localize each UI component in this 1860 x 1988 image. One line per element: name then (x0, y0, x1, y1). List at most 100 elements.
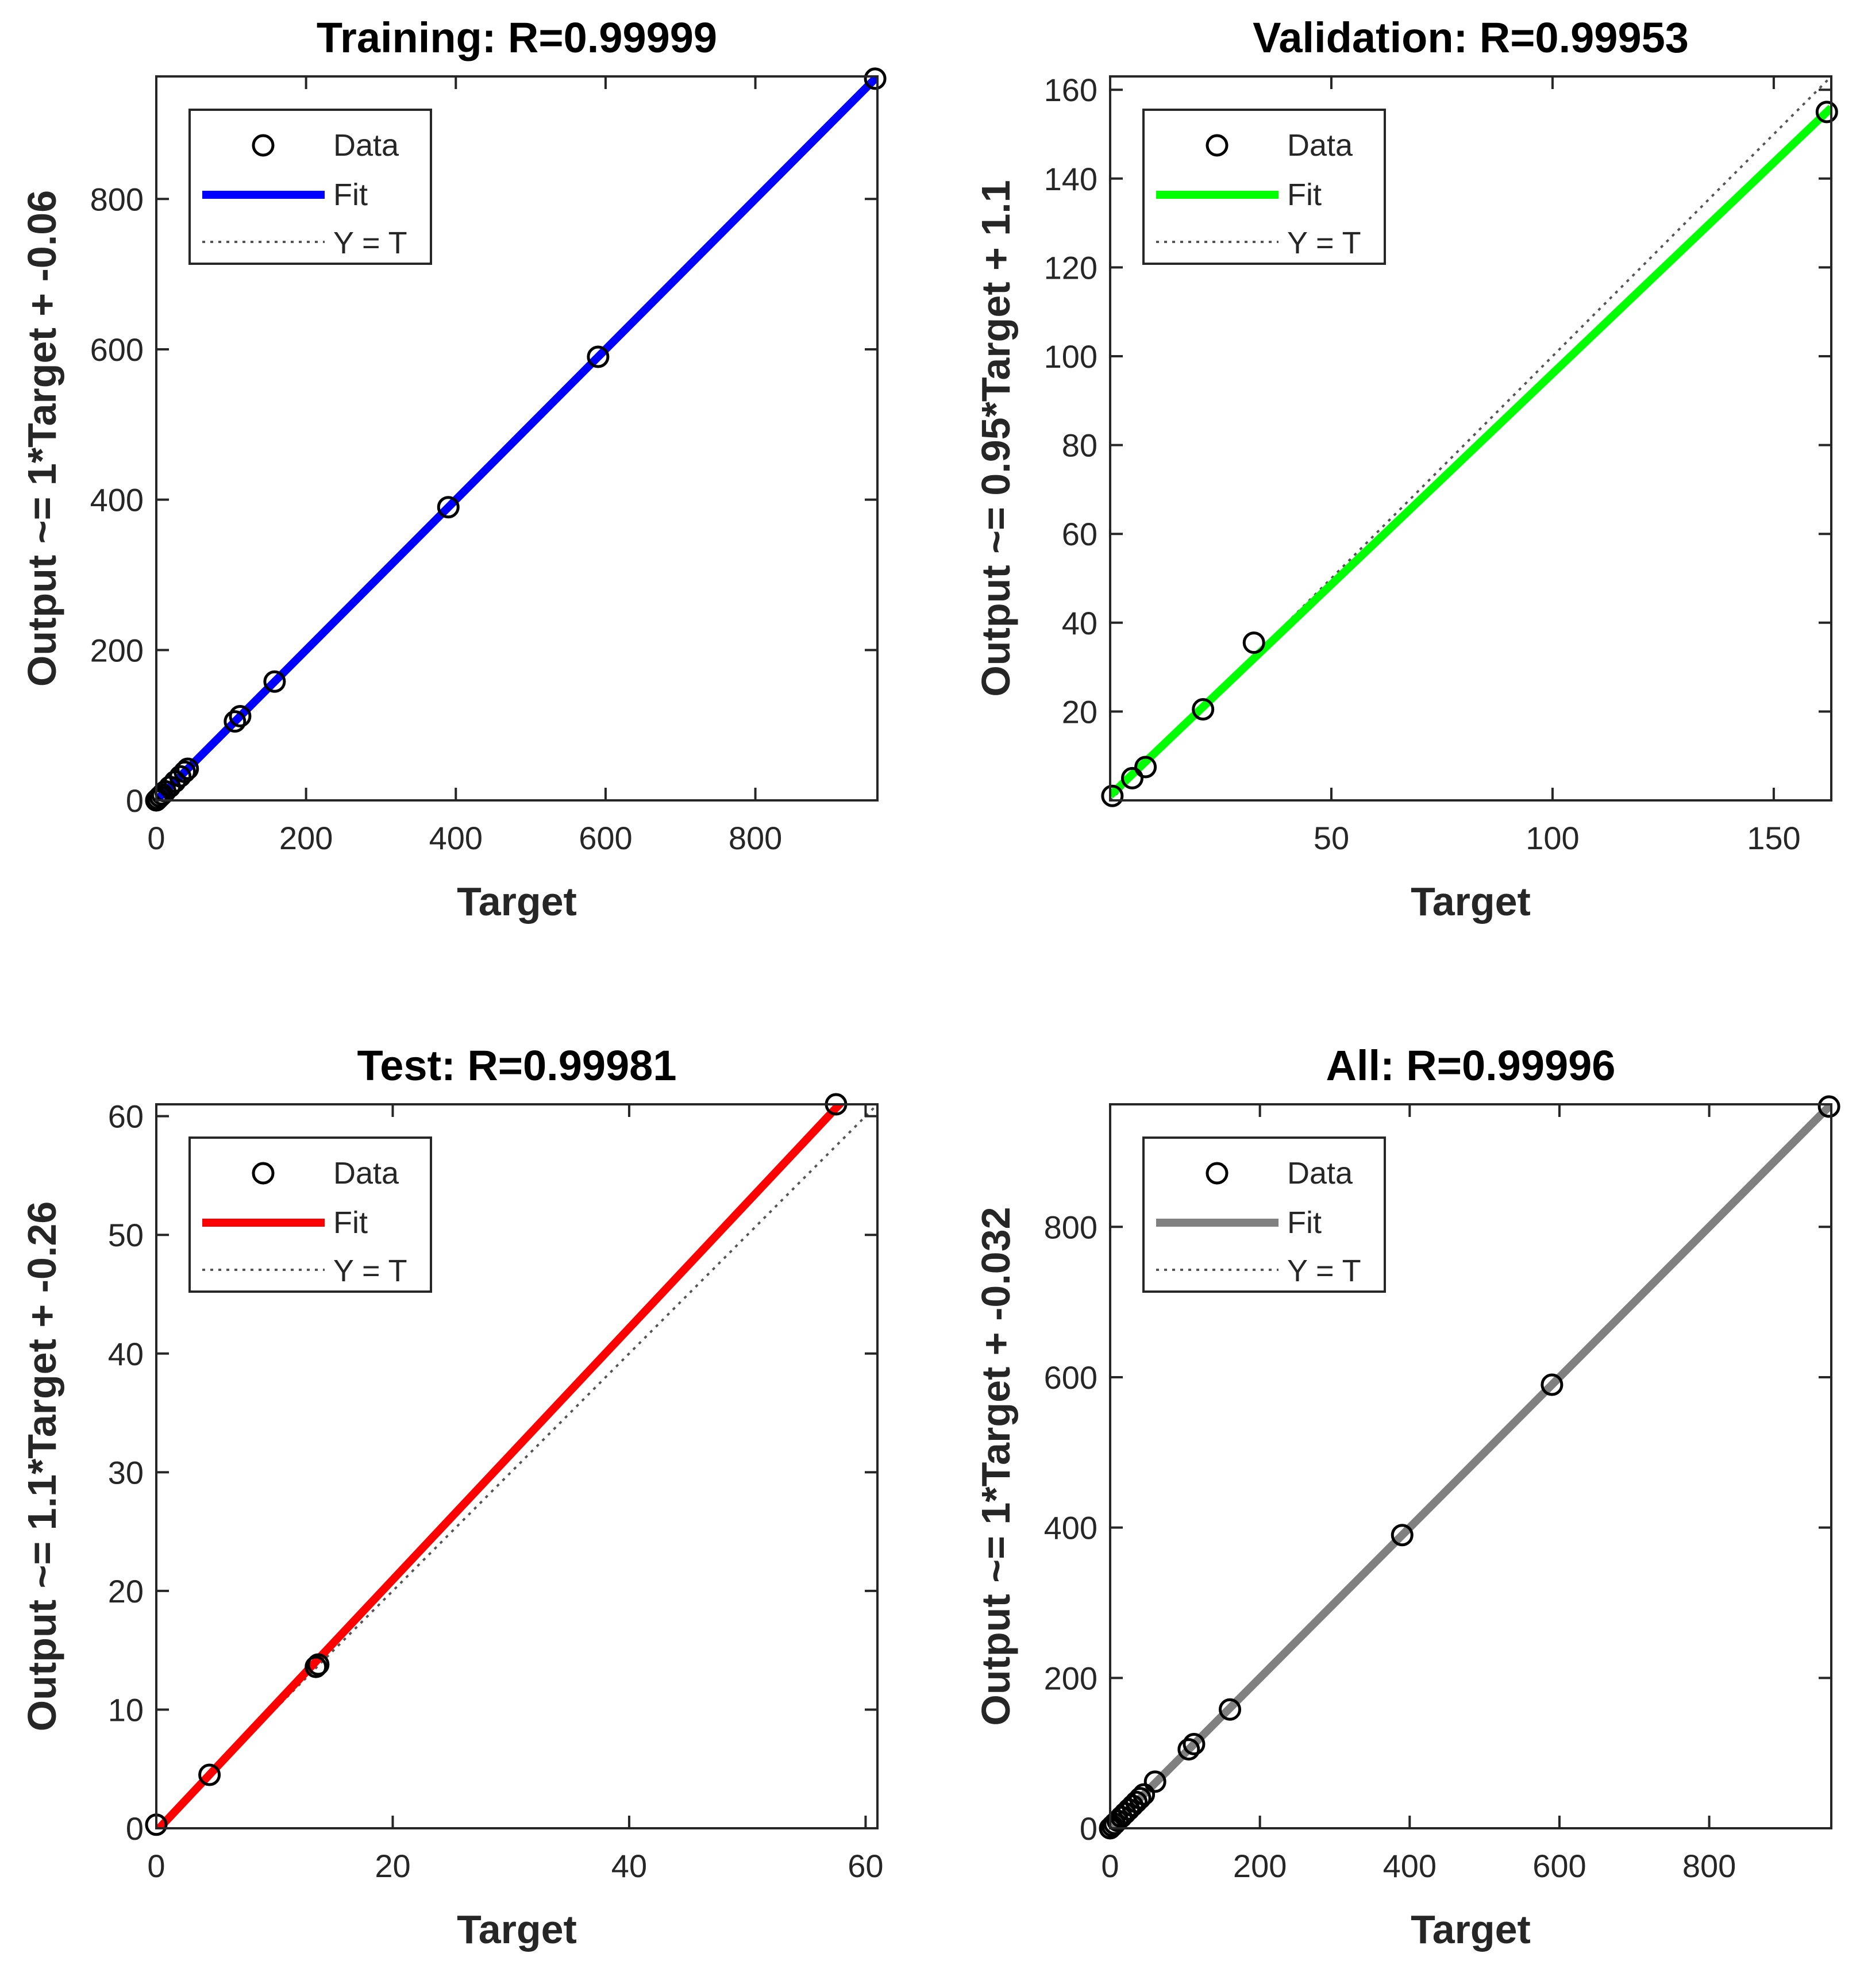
data-point (1192, 698, 1215, 721)
x-tick-label: 800 (729, 820, 782, 856)
data-point (1101, 784, 1124, 807)
y-axis-label: Output ~= 1.1*Target + -0.26 (20, 1201, 64, 1732)
data-point (1183, 1732, 1206, 1755)
axes-box (155, 1103, 879, 1829)
axes-box (1109, 75, 1832, 802)
fit-line (156, 76, 877, 800)
panel-title: Validation: R=0.99953 (1253, 14, 1689, 61)
y-tick-label: 80 (1062, 427, 1097, 464)
x-tick-label: 100 (1526, 820, 1579, 856)
legend: Data Fit Y = T (188, 109, 432, 265)
data-point (224, 710, 247, 733)
data-point (307, 1653, 330, 1676)
axes-box (155, 75, 879, 802)
data-point (147, 787, 170, 810)
legend-label: Data (1287, 1156, 1353, 1191)
data-point (1125, 1790, 1148, 1813)
regression-panel-1: 50 100 150 20 40 60 80 100 120 140 160 Validation: … (973, 14, 1838, 924)
legend-label: Fit (333, 1205, 368, 1240)
y-tick-label: 0 (126, 1810, 144, 1847)
data-point (169, 765, 192, 788)
legend-box (1142, 109, 1386, 265)
data-point (1219, 1698, 1242, 1721)
panel-title: Test: R=0.99981 (357, 1042, 676, 1089)
y-tick-label: 20 (1062, 694, 1097, 730)
legend-box (1142, 1136, 1386, 1293)
legend-label: Y = T (1287, 1254, 1361, 1288)
legend-label: Fit (1287, 1205, 1322, 1240)
legend-label: Data (333, 1156, 399, 1191)
data-point (1134, 756, 1157, 779)
data-point (1118, 1798, 1141, 1821)
regression-panel-0: 0 200 400 600 800 0 200 400 600 800 Training: R=0.… (20, 14, 887, 924)
y-tick-label: 120 (1044, 249, 1097, 286)
x-tick-label: 200 (1233, 1848, 1287, 1884)
y-tick-label: 600 (1044, 1359, 1097, 1396)
x-tick-label: 40 (611, 1848, 647, 1884)
plot-content (1110, 76, 1831, 800)
x-axis-label: Target (1411, 879, 1531, 924)
y-tick-label: 0 (1080, 1810, 1097, 1847)
x-tick-label: 400 (429, 820, 483, 856)
data-point (864, 67, 887, 90)
x-tick-label: 50 (1314, 820, 1349, 856)
y-tick-label: 50 (108, 1217, 144, 1253)
plot-content (156, 76, 877, 800)
x-tick-label: 0 (1101, 1848, 1119, 1884)
legend: Data Fit Y = T (1142, 1136, 1386, 1293)
y-tick-label: 60 (108, 1099, 144, 1135)
data-point (1242, 631, 1265, 654)
data-point (1133, 1783, 1156, 1806)
y-tick-label: 400 (1044, 1510, 1097, 1546)
regression-panel-2: 0 20 40 60 0 10 20 30 40 50 60 Test: R=0.99981 Targe… (20, 1042, 884, 1952)
y-axis-label: Output ~= 1*Target + -0.032 (973, 1207, 1018, 1725)
y-tick-label: 800 (90, 181, 144, 217)
data-point (1120, 766, 1143, 789)
data-point (1129, 1787, 1152, 1810)
data-point (1106, 1809, 1129, 1832)
y-tick-label: 200 (1044, 1660, 1097, 1696)
legend: Data Fit Y = T (1142, 109, 1386, 265)
legend-label: Y = T (1287, 226, 1361, 260)
panel-title: All: R=0.99996 (1326, 1042, 1616, 1089)
y-tick-label: 400 (90, 482, 144, 518)
y-tick-label: 200 (90, 632, 144, 668)
data-point (198, 1763, 221, 1786)
data-point (229, 704, 252, 727)
legend-label: Data (1287, 128, 1353, 163)
data-point (1114, 1802, 1137, 1825)
x-tick-label: 600 (579, 820, 632, 856)
data-point (1815, 101, 1838, 124)
x-axis-label: Target (457, 879, 577, 924)
x-tick-label: 60 (848, 1848, 883, 1884)
regression-panel-3: 0 200 400 600 800 0 200 400 600 800 All: R=0.99996… (973, 1042, 1840, 1952)
y-tick-label: 10 (108, 1692, 144, 1728)
plot-content (1110, 1104, 1831, 1828)
data-point (1817, 1095, 1840, 1118)
data-point (174, 760, 197, 783)
y-tick-label: 100 (1044, 338, 1097, 375)
data-point (1110, 1805, 1133, 1828)
y-tick-label: 800 (1044, 1209, 1097, 1245)
legend-data-marker (1206, 1162, 1229, 1185)
fit-line (1110, 105, 1831, 799)
legend-label: Fit (1287, 178, 1322, 212)
data-point (305, 1655, 328, 1678)
y-axis-label: Output ~= 0.95*Target + 1.1 (973, 180, 1018, 696)
axes-box (1109, 1103, 1832, 1829)
legend: Data Fit Y = T (188, 1136, 432, 1293)
y-tick-label: 600 (90, 332, 144, 368)
y-tick-label: 30 (108, 1454, 144, 1490)
legend-label: Y = T (333, 226, 407, 260)
data-point (263, 670, 286, 693)
y-tick-label: 20 (108, 1573, 144, 1609)
legend-label: Data (333, 128, 399, 163)
y-tick-label: 40 (1062, 605, 1097, 641)
x-tick-label: 20 (375, 1848, 410, 1884)
y-axis-label: Output ~= 1*Target + -0.06 (20, 190, 64, 687)
y-tick-label: 140 (1044, 161, 1097, 197)
y-tick-label: 0 (126, 783, 144, 819)
legend-label: Y = T (333, 1254, 407, 1288)
x-axis-label: Target (1411, 1907, 1531, 1952)
data-point (437, 496, 460, 519)
